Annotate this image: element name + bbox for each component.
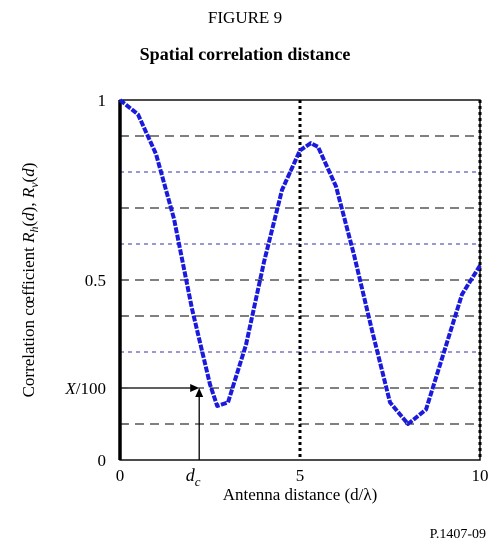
dc-arrowhead [195,388,203,397]
annotation-layer [120,384,203,460]
x100-arrowhead [190,384,199,392]
figure-reference: P.1407-09 [430,527,486,543]
x-axis-label: Antenna distance (d/λ) [223,485,378,504]
x-tick-label: 0 [116,466,125,485]
dc-label: dc [186,465,201,489]
y-tick-label: 0.5 [85,271,106,290]
x100-label: X/100 [64,379,106,398]
y-tick-label: 0 [98,451,107,470]
x-tick-label: 5 [296,466,305,485]
y-axis-label: Correlation cœfficient Rh(d), Rv(d) [19,163,41,398]
y-tick-label: 1 [98,91,107,110]
x-tick-label: 10 [472,466,489,485]
